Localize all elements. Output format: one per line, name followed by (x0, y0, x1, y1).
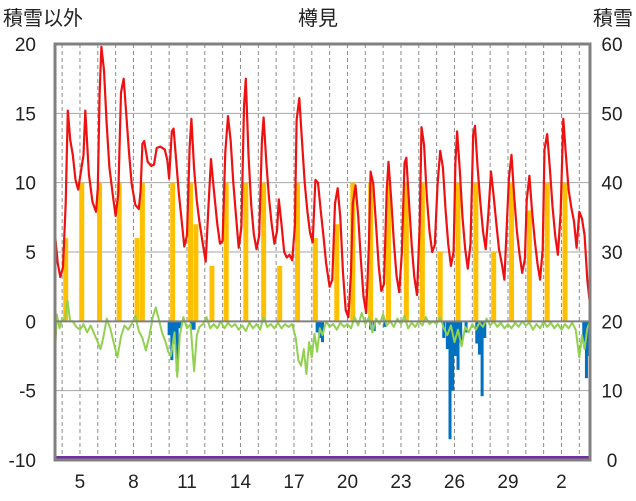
snowfall-bar (134, 238, 140, 322)
x-tick-label: 8 (128, 472, 139, 493)
right-tick-label: 10 (601, 382, 622, 403)
snowfall-bar (79, 182, 85, 322)
x-tick-label: 29 (497, 472, 518, 493)
snowfall-bars (63, 182, 568, 322)
chart-title: 樽見 (298, 7, 338, 30)
blue-bar (167, 321, 171, 336)
snowfall-bar (277, 265, 283, 322)
snowfall-bar (63, 238, 69, 322)
snowfall-bar (223, 182, 229, 322)
left-tick-label: 5 (25, 243, 36, 264)
x-tick-label: 2 (556, 472, 567, 493)
green-line (54, 299, 591, 378)
snowfall-bar (209, 265, 215, 322)
snowfall-bar (243, 182, 249, 322)
grid (55, 44, 590, 460)
snowfall-bar (509, 182, 515, 322)
blue-bar (456, 321, 460, 370)
snowfall-bar (193, 224, 199, 322)
blue-bars (167, 321, 591, 440)
snowfall-bar (455, 182, 461, 322)
x-tick-label: 14 (230, 472, 252, 493)
blue-bar (582, 321, 586, 343)
blue-bar (192, 321, 196, 330)
snowfall-bar (473, 182, 479, 322)
x-tick-label: 11 (177, 472, 197, 493)
left-tick-label: -10 (9, 451, 36, 472)
x-tick-label: 23 (390, 472, 411, 493)
plot-frame (53, 42, 592, 462)
blue-bar (315, 321, 319, 333)
right-tick-label: 0 (607, 451, 618, 472)
snowfall-bar (350, 182, 356, 322)
blue-bar (448, 321, 452, 440)
snowfall-bar (170, 182, 176, 322)
snowfall-bar (385, 182, 391, 322)
snowfall-bar (312, 238, 318, 322)
x-axis-ticks: 5 8 11 14 17 20 23 26 29 2 (75, 472, 567, 493)
snowfall-bar (334, 224, 340, 322)
green_series-polyline (54, 299, 591, 378)
blue-bar (584, 321, 588, 379)
left-axis-ticks: 20 15 10 5 0 -5 -10 (9, 35, 36, 472)
snowfall-bar (188, 182, 194, 322)
right-axis-ticks: 60 50 40 30 20 10 0 (601, 35, 622, 472)
snowfall-bar (491, 252, 497, 322)
right-tick-label: 60 (601, 35, 622, 56)
snowfall-bar (139, 182, 145, 322)
snowfall-bar (261, 182, 267, 322)
left-tick-label: 20 (15, 35, 36, 56)
blue-bar (459, 321, 463, 343)
temperature-polyline (53, 45, 592, 319)
blue-bar (170, 321, 174, 361)
blue-bar (480, 321, 484, 397)
snowfall-bar (419, 182, 425, 322)
right-tick-label: 20 (601, 312, 622, 333)
snowfall-bar (295, 182, 301, 322)
blue-bar (483, 321, 487, 338)
left-tick-label: 0 (25, 312, 36, 333)
blue-bar (175, 321, 179, 372)
right-tick-label: 50 (601, 104, 622, 125)
temperature-line (53, 45, 592, 319)
left-tick-label: -5 (19, 382, 36, 403)
blue-bar (383, 321, 387, 327)
blue-bar (477, 321, 481, 355)
left-tick-label: 10 (15, 174, 36, 195)
x-tick-label: 5 (75, 472, 86, 493)
snowfall-bar (544, 182, 550, 322)
x-tick-label: 20 (337, 472, 358, 493)
right-tick-label: 40 (601, 174, 622, 195)
left-axis-label: 積雪以外 (3, 7, 83, 30)
plot-border (53, 42, 592, 462)
snowfall-bar (368, 182, 374, 322)
snowfall-bar (97, 182, 103, 322)
snowfall-bar (403, 182, 409, 322)
snowfall-bar (116, 182, 122, 322)
snowfall-bar (437, 252, 443, 322)
right-axis-label: 積雪 (593, 7, 633, 30)
x-tick-label: 26 (444, 472, 465, 493)
right-tick-label: 30 (601, 243, 622, 264)
x-tick-label: 17 (283, 472, 304, 493)
blue-bar (475, 321, 479, 344)
blue-bar (178, 321, 182, 329)
blue-bar (451, 321, 455, 391)
snowfall-bar (526, 210, 532, 322)
left-tick-label: 15 (15, 104, 36, 125)
snowfall-bar (562, 182, 568, 322)
